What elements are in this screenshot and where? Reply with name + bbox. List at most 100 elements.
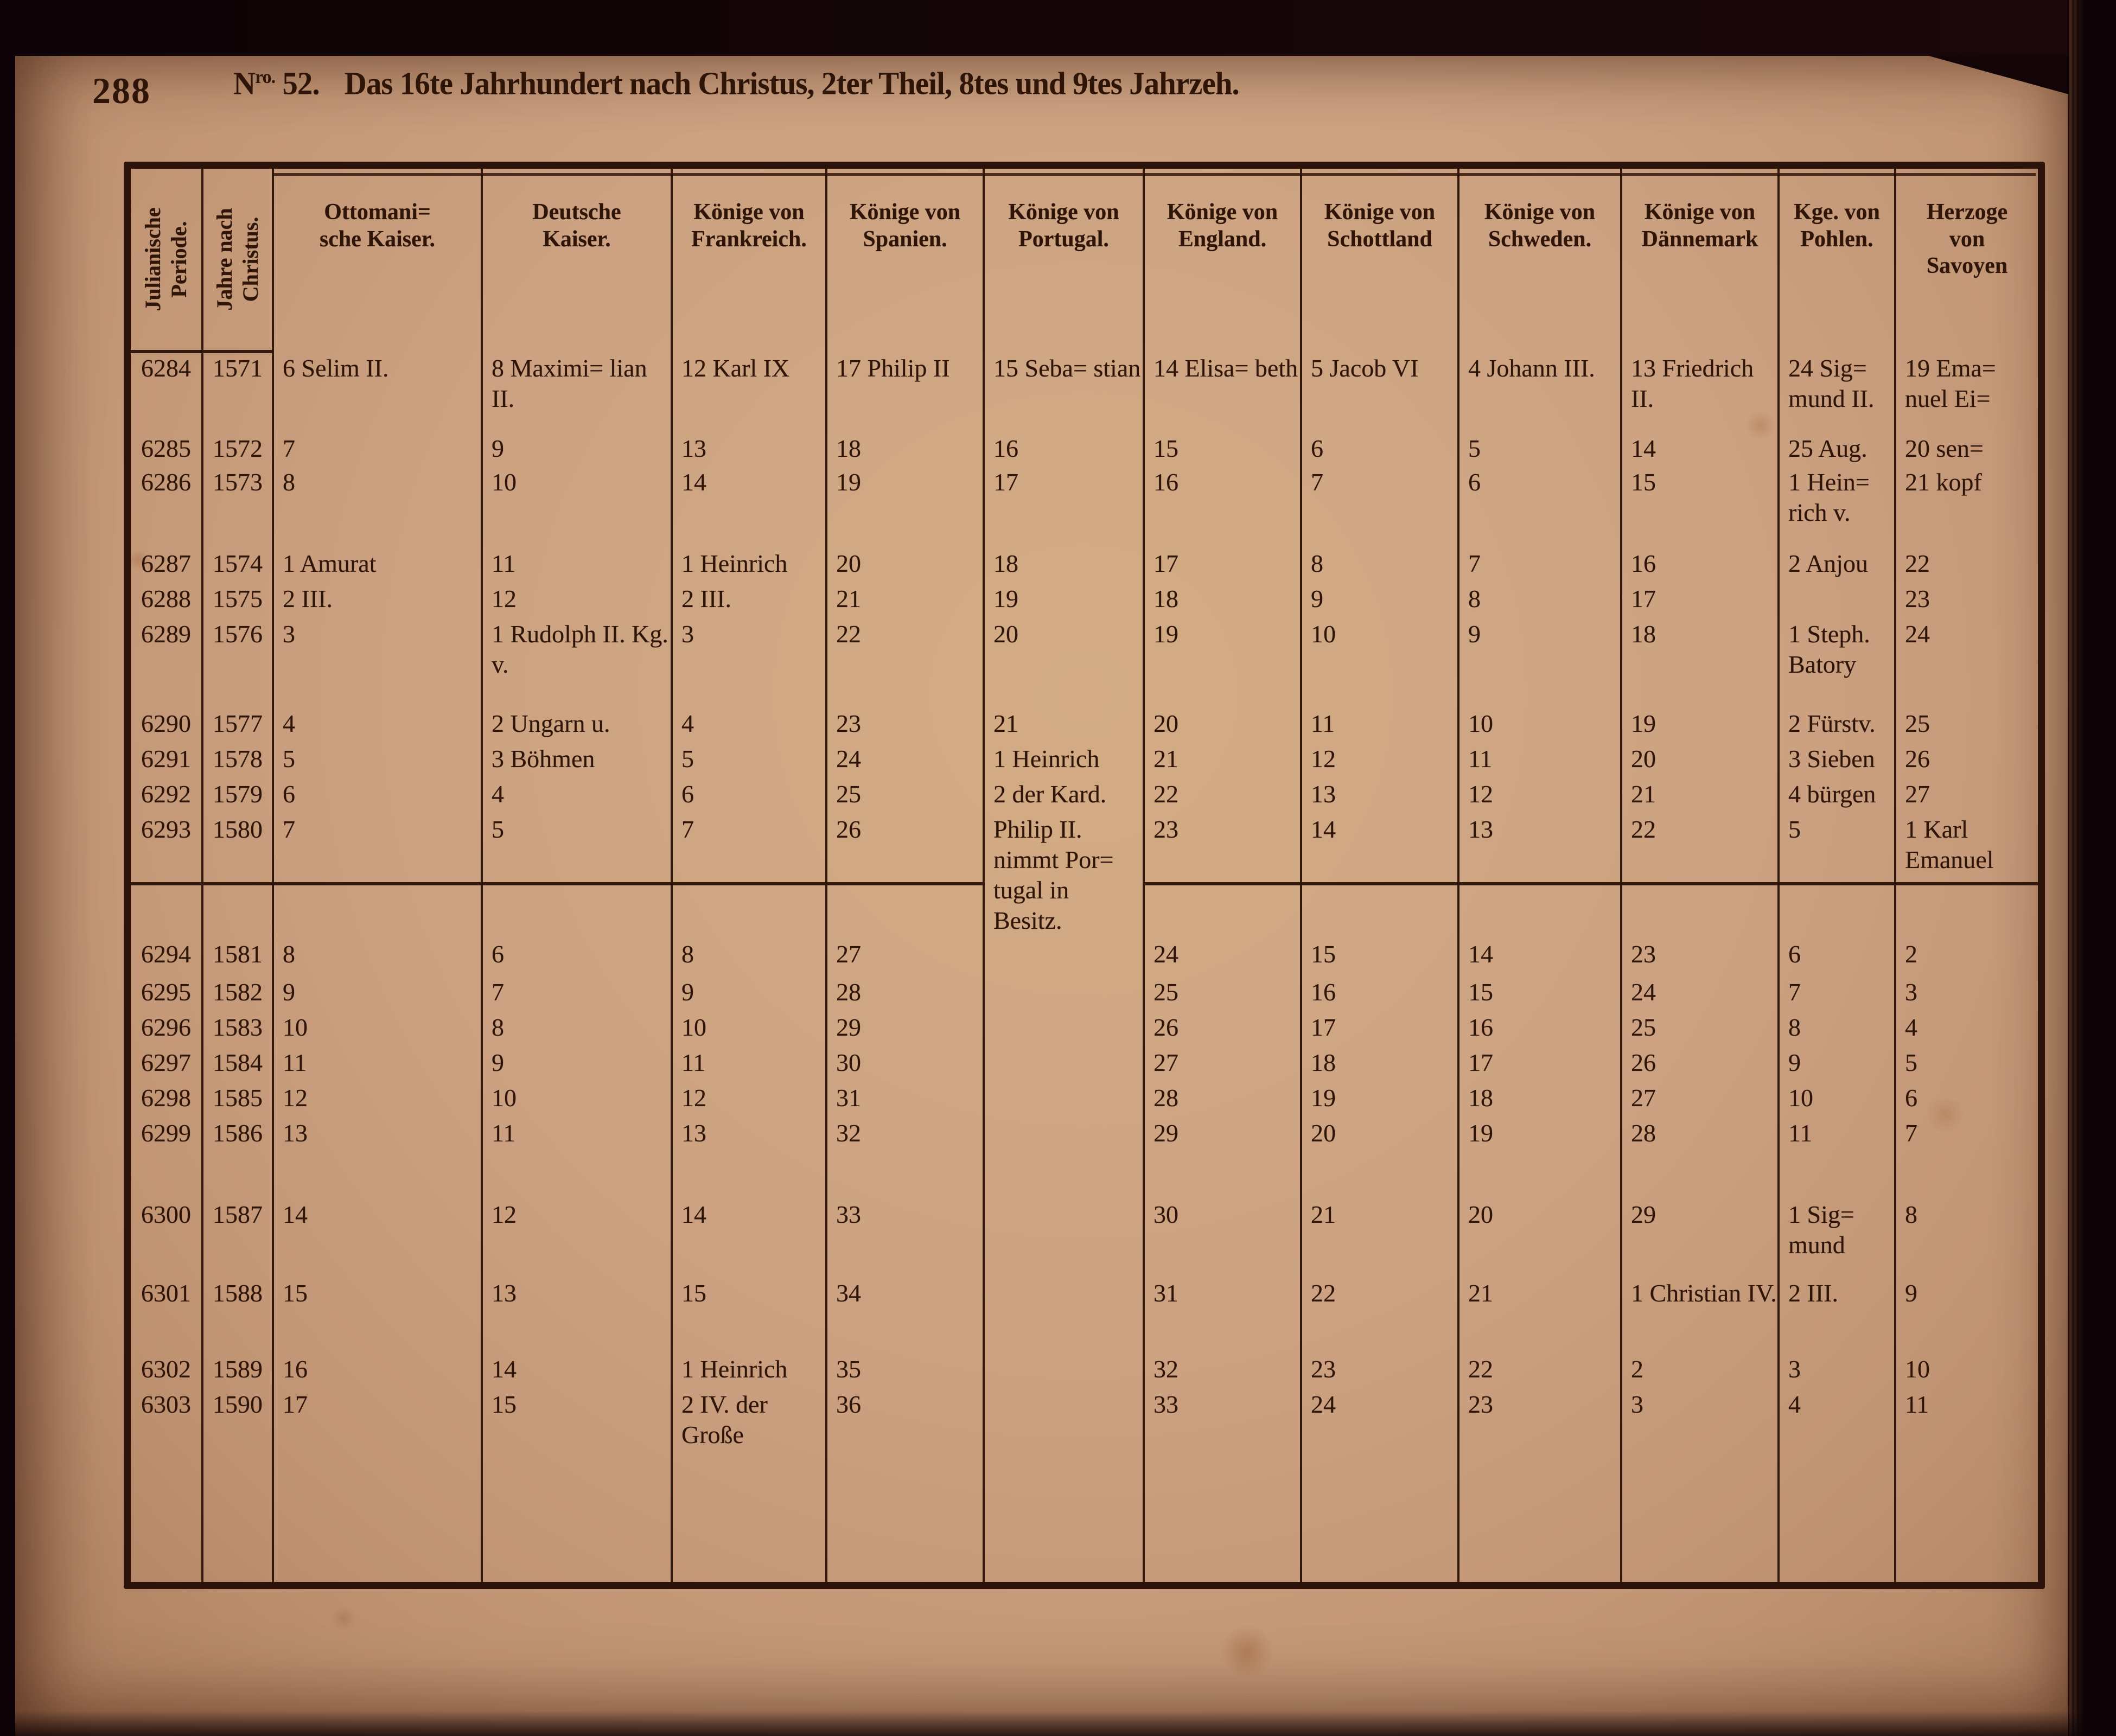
cell-koenige-von-schottland-1577: 11 xyxy=(1300,709,1457,744)
cell-koenige-von-portugal-1580: Philip II. nimmt Por= tugal in Besitz. xyxy=(983,814,1143,936)
cell-jahre-nach-christus-1576: 1576 xyxy=(201,619,272,709)
column-header-koenige-von-frankreich: Könige von Frankreich. xyxy=(671,169,825,353)
cell-herzoge-von-savoyen-1586: 7 xyxy=(1894,1118,2038,1199)
cell-herzoge-von-savoyen-1579: 27 xyxy=(1894,779,2038,814)
column-header-herzoge-von-savoyen: Herzoge von Savoyen xyxy=(1894,169,2038,353)
cell-koenige-von-frankreich-1574: 1 Heinrich xyxy=(671,548,825,584)
cell-koenige-von-england-1576: 19 xyxy=(1143,619,1300,709)
cell-koenige-von-frankreich-1575: 2 III. xyxy=(671,584,825,619)
cell-koenige-von-england-1581: 24 xyxy=(1143,898,1300,977)
cell-jahre-nach-christus-1581: 1581 xyxy=(201,898,272,977)
cell-koenige-von-schweden-1585: 18 xyxy=(1457,1083,1620,1118)
book-binding-shadow xyxy=(2066,0,2116,1736)
cell-koenige-von-spanien-1581: 27 xyxy=(825,898,983,977)
cell-herzoge-von-savoyen-1582: 3 xyxy=(1894,977,2038,1012)
cell-koenige-von-england-1582: 25 xyxy=(1143,977,1300,1012)
cell-koenige-von-schottland-1581: 15 xyxy=(1300,898,1457,977)
column-header-label-deutsche-kaiser: Deutsche xyxy=(532,200,621,225)
cell-ottomanische-kaiser-1581: 8 xyxy=(272,898,481,977)
cell-koenige-von-spanien-1577: 23 xyxy=(825,709,983,744)
cell-julianische-periode-1579: 6292 xyxy=(141,780,191,808)
column-header-label-herzoge-von-savoyen: Herzoge xyxy=(1926,200,2008,225)
cell-kge-von-pohlen-1582: 7 xyxy=(1777,977,1894,1012)
cell-herzoge-von-savoyen-1581: 2 xyxy=(1894,898,2038,977)
cell-koenige-von-spanien-1586: 32 xyxy=(825,1118,983,1199)
cell-koenige-von-daennemark-1579: 21 xyxy=(1620,779,1777,814)
cell-koenige-von-portugal-1571: 15 Seba= stian xyxy=(983,353,1143,433)
cell-koenige-von-daennemark-1584: 26 xyxy=(1620,1048,1777,1083)
cell-herzoge-von-savoyen-1590: 11 xyxy=(1894,1389,2038,1451)
cell-kge-von-pohlen-1573: 1 Hein= rich v. xyxy=(1777,467,1894,548)
cell-koenige-von-schottland-1582: 16 xyxy=(1300,977,1457,1012)
cell-jahre-nach-christus-1585: 1585 xyxy=(201,1083,272,1118)
cell-julianische-periode-1575: 6288 xyxy=(141,585,191,612)
column-header-koenige-von-schweden: Könige von Schweden. xyxy=(1457,169,1620,353)
cell-julianische-periode-1574: 6287 xyxy=(141,550,191,577)
cell-deutsche-kaiser-1579: 4 xyxy=(481,779,671,814)
cell-ottomanische-kaiser-1579: 6 xyxy=(272,779,481,814)
column-header-label-julianische-periode: Julianische Periode. xyxy=(141,207,191,311)
cell-koenige-von-frankreich-1589: 1 Heinrich xyxy=(671,1354,825,1389)
cell-deutsche-kaiser-1581: 6 xyxy=(481,898,671,977)
column-header-label-koenige-von-schottland: Schottland xyxy=(1327,226,1432,252)
cell-herzoge-von-savoyen-1583: 4 xyxy=(1894,1012,2038,1048)
cell-koenige-von-schottland-1580: 14 xyxy=(1300,814,1457,936)
cell-julianische-periode-1576: 6289 xyxy=(141,620,191,648)
cell-koenige-von-schweden-1590: 23 xyxy=(1457,1389,1620,1451)
table-row-1587: 6300 1587 14 12 14 33 30 21 20 29 1 Sig= mund 8 xyxy=(131,1199,2038,1278)
cell-julianische-periode-1588: 6301 xyxy=(141,1279,191,1307)
cell-julianische-periode-1583: 6296 xyxy=(141,1013,191,1041)
cell-koenige-von-england-1589: 32 xyxy=(1143,1354,1300,1389)
cell-koenige-von-schottland-1575: 9 xyxy=(1300,584,1457,619)
cell-herzoge-von-savoyen-1576: 24 xyxy=(1894,619,2038,709)
column-header-label-koenige-von-portugal: Portugal. xyxy=(1018,226,1109,252)
cell-koenige-von-frankreich-1583: 10 xyxy=(671,1012,825,1048)
cell-koenige-von-england-1584: 27 xyxy=(1143,1048,1300,1083)
cell-koenige-von-daennemark-1589: 2 xyxy=(1620,1354,1777,1389)
cell-herzoge-von-savoyen-1571: 19 Ema= nuel Ei= xyxy=(1894,353,2038,433)
cell-koenige-von-england-1571: 14 Elisa= beth xyxy=(1143,353,1300,433)
cell-koenige-von-england-1585: 28 xyxy=(1143,1083,1300,1118)
cell-jahre-nach-christus-1588: 1588 xyxy=(201,1278,272,1354)
cell-koenige-von-portugal-1578: 1 Heinrich xyxy=(983,744,1143,779)
cell-koenige-von-spanien-1573: 19 xyxy=(825,467,983,548)
cell-koenige-von-daennemark-1582: 24 xyxy=(1620,977,1777,1012)
cell-koenige-von-schweden-1571: 4 Johann III. xyxy=(1457,353,1620,433)
paper-sheet xyxy=(15,56,2068,1736)
cell-deutsche-kaiser-1575: 12 xyxy=(481,584,671,619)
cell-herzoge-von-savoyen-1587: 8 xyxy=(1894,1199,2038,1278)
table-filler-row xyxy=(131,1425,2038,1582)
column-header-label-koenige-von-portugal: Könige von xyxy=(1008,200,1119,225)
cell-koenige-von-spanien-1588: 34 xyxy=(825,1278,983,1354)
cell-jahre-nach-christus-1577: 1577 xyxy=(201,709,272,744)
cell-jahre-nach-christus-1587: 1587 xyxy=(201,1199,272,1278)
cell-koenige-von-schottland-1587: 21 xyxy=(1300,1199,1457,1278)
cell-deutsche-kaiser-1588: 13 xyxy=(481,1278,671,1354)
cell-koenige-von-schweden-1588: 21 xyxy=(1457,1278,1620,1354)
cell-kge-von-pohlen-1571: 24 Sig= mund II. xyxy=(1777,353,1894,433)
column-header-label-koenige-von-spanien: Spanien. xyxy=(863,226,947,252)
cell-koenige-von-schweden-1577: 10 xyxy=(1457,709,1620,744)
cell-koenige-von-schweden-1589: 22 xyxy=(1457,1354,1620,1389)
divider-segment xyxy=(1620,882,1777,898)
cell-herzoge-von-savoyen-1589: 10 xyxy=(1894,1354,2038,1389)
cell-ottomanische-kaiser-1589: 16 xyxy=(272,1354,481,1389)
cell-jahre-nach-christus-1590: 1590 xyxy=(201,1389,272,1451)
cell-ottomanische-kaiser-1573: 8 xyxy=(272,467,481,548)
column-header-jahre-nach-christus: Jahre nach Christus. xyxy=(201,169,272,353)
cell-koenige-von-frankreich-1578: 5 xyxy=(671,744,825,779)
cell-koenige-von-portugal-1579: 2 der Kard. xyxy=(983,779,1143,814)
cell-koenige-von-portugal-1575: 19 xyxy=(983,584,1143,619)
chronology-table: Julianische Periode. Jahre nach Christus. Ot… xyxy=(124,162,2045,1589)
cell-koenige-von-spanien-1582: 28 xyxy=(825,977,983,1012)
cell-julianische-periode-1582: 6295 xyxy=(141,978,191,1006)
cell-koenige-von-frankreich-1577: 4 xyxy=(671,709,825,744)
cell-jahre-nach-christus-1580: 1580 xyxy=(201,814,272,936)
cell-koenige-von-schweden-1572: 5 xyxy=(1457,433,1620,467)
table-row-1573: 6286 1573 8 10 14 19 17 16 7 6 15 1 Hein= rich v. 21… xyxy=(131,467,2038,548)
cell-herzoge-von-savoyen-1584: 5 xyxy=(1894,1048,2038,1083)
cell-deutsche-kaiser-1589: 14 xyxy=(481,1354,671,1389)
table-row-1583: 6296 1583 10 8 10 29 26 17 16 25 8 4 xyxy=(131,1012,2038,1048)
table-row-1580: 6293 1580 7 5 7 26 Philip II. nimmt Por= tugal… xyxy=(131,814,2038,936)
cell-koenige-von-schottland-1578: 12 xyxy=(1300,744,1457,779)
